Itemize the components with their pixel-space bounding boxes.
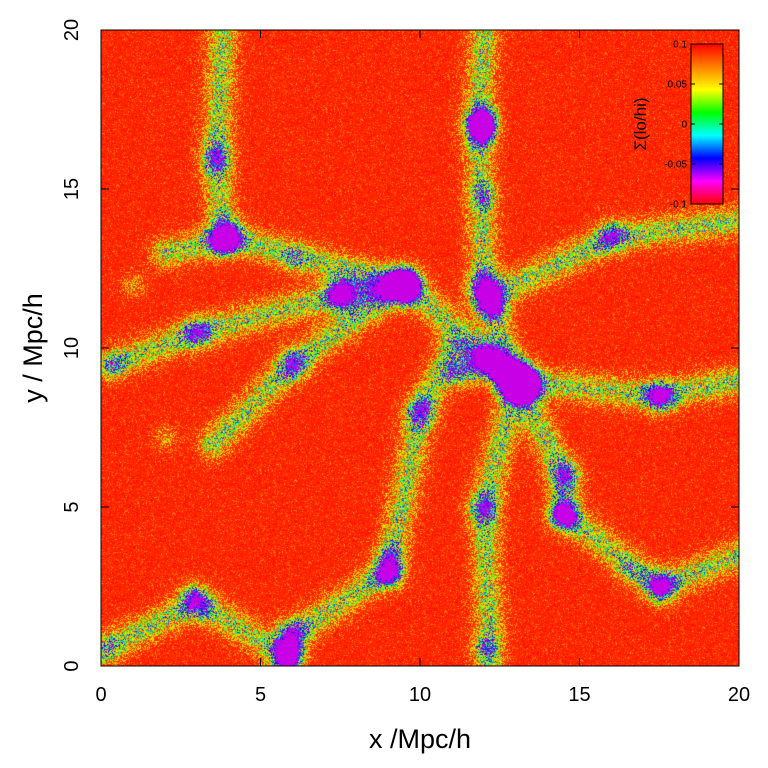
y-axis-ticks: 0 5 10 15 20 xyxy=(61,19,739,672)
y-tick-label: 20 xyxy=(61,19,83,41)
x-tick-label: 5 xyxy=(255,684,266,706)
y-axis-label: y / Mpc/h xyxy=(18,293,48,403)
colorbar-tick-label: -0.05 xyxy=(664,160,687,171)
colorbar-tick-label: 0.1 xyxy=(673,40,687,51)
colorbar-ticks: 0.1 0.05 0 -0.05 -0.1 xyxy=(664,40,723,211)
y-tick-label: 5 xyxy=(61,501,83,512)
colorbar-tick-label: 0.05 xyxy=(668,80,688,91)
colorbar-tick-label: 0 xyxy=(681,120,687,131)
y-tick-label: 0 xyxy=(61,660,83,671)
x-axis-label: x /Mpc/h xyxy=(369,724,471,754)
x-tick-label: 10 xyxy=(409,684,431,706)
density-field-map xyxy=(101,30,739,666)
y-tick-label: 15 xyxy=(61,178,83,200)
x-tick-label: 20 xyxy=(728,684,750,706)
x-tick-label: 0 xyxy=(95,684,106,706)
colorbar-label: Σ(lo/hi) xyxy=(631,97,650,150)
x-axis-ticks: 0 5 10 15 20 xyxy=(95,30,750,706)
y-tick-label: 10 xyxy=(61,337,83,359)
x-tick-label: 15 xyxy=(568,684,590,706)
colorbar-tick-label: -0.1 xyxy=(670,200,688,211)
colorbar-gradient xyxy=(690,43,724,205)
colorbar: 0.1 0.05 0 -0.05 -0.1 Σ(lo/hi) xyxy=(631,40,724,211)
